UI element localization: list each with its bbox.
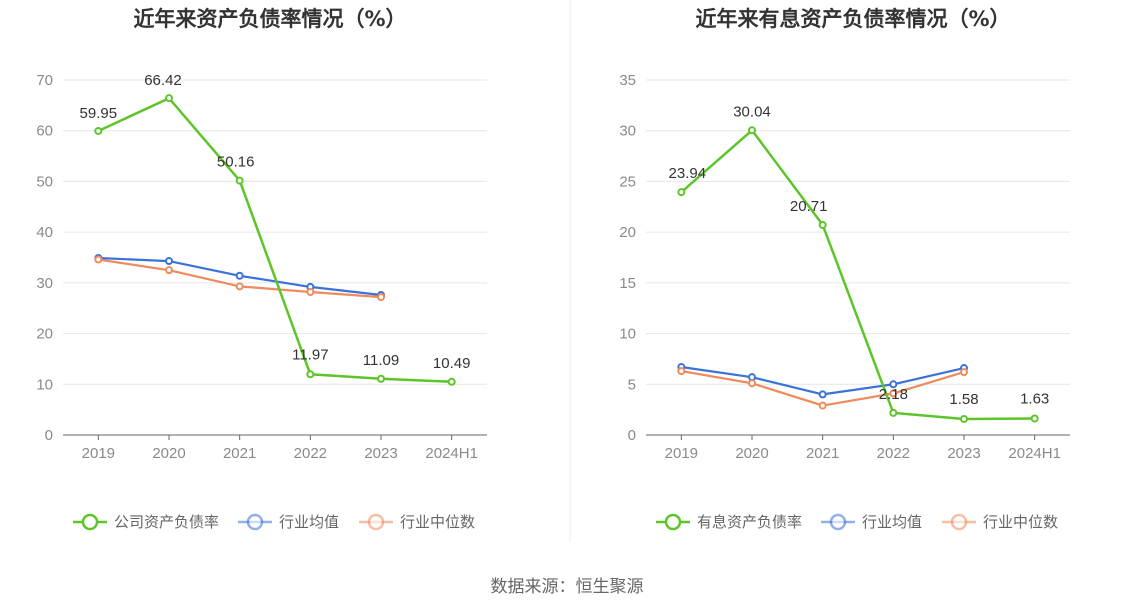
data-label: 11.09 (363, 352, 399, 369)
legend-marker (81, 513, 99, 531)
data-label: 11.97 (292, 346, 328, 363)
data-point-company (94, 126, 103, 135)
data-point-median (960, 368, 968, 377)
x-tick-label: 2020 (735, 445, 768, 462)
data-point-company (235, 176, 244, 185)
data-point-avg (818, 390, 827, 399)
data-point-company (960, 414, 968, 423)
legend-label: 有息资产负债率 (697, 514, 802, 531)
legend-label: 行业中位数 (400, 514, 475, 531)
data-label: 23.94 (669, 165, 707, 182)
x-tick-label: 2024H1 (425, 445, 478, 462)
x-tick-label: 2019 (665, 445, 698, 462)
data-point-median (748, 379, 756, 388)
x-tick-label: 2022 (877, 445, 910, 462)
data-label: 10.49 (433, 355, 471, 372)
data-point-median (306, 287, 315, 296)
data-label: 1.58 (949, 391, 978, 408)
debt-ratio-chart: 近年来资产负债率情况（%） 0 10 20 30 40 50 60 70 2019 2020 2021… (36, 7, 487, 531)
y-tick-label: 0 (45, 427, 53, 444)
y-tick-label: 30 (36, 275, 53, 292)
y-tick-label: 30 (619, 123, 636, 140)
legend-item-company: 有息资产负债率 (656, 513, 802, 531)
series-line-median (681, 370, 965, 407)
data-label: 66.42 (144, 72, 182, 89)
chart-title: 近年来有息资产负债率情况（%） (695, 7, 1010, 31)
legend-label: 行业均值 (279, 514, 339, 531)
data-point-median (94, 255, 103, 264)
data-point-median (377, 293, 385, 302)
interest-debt-ratio-chart: 近年来有息资产负债率情况（%） 0 5 10 15 20 25 30 35 2019 2020 202… (619, 7, 1070, 531)
data-label: 1.63 (1020, 390, 1049, 407)
data-point-company (818, 220, 827, 229)
series-line-company (97, 96, 452, 384)
y-tick-label: 5 (628, 376, 636, 393)
legend-item-company: 公司资产负债率 (73, 513, 219, 531)
legend-item-median: 行业中位数 (942, 513, 1058, 531)
data-point-median (677, 367, 686, 376)
data-point-median (165, 266, 173, 275)
data-point-company (677, 188, 686, 197)
legend-item-median: 行业中位数 (359, 513, 475, 531)
y-tick-label: 25 (619, 173, 636, 190)
data-label: 59.95 (80, 105, 118, 122)
data-point-avg (235, 271, 244, 280)
data-point-company (377, 374, 385, 383)
data-point-company (748, 126, 756, 135)
data-point-company (1030, 414, 1039, 423)
y-tick-label: 20 (36, 326, 53, 343)
y-tick-label: 40 (36, 224, 53, 241)
data-point-avg (889, 380, 898, 389)
legend-marker (829, 513, 847, 531)
y-tick-label: 10 (36, 376, 53, 393)
data-label: 50.16 (217, 154, 255, 171)
legend-label: 行业中位数 (983, 514, 1058, 531)
x-tick-label: 2024H1 (1008, 445, 1061, 462)
y-tick-label: 20 (619, 224, 636, 241)
x-tick-label: 2019 (82, 445, 115, 462)
legend-label: 行业均值 (862, 514, 922, 531)
data-label: 2.18 (879, 386, 908, 403)
x-tick-label: 2021 (806, 445, 839, 462)
y-tick-label: 70 (36, 72, 53, 89)
legend-marker (367, 513, 385, 531)
data-point-company (165, 94, 173, 103)
chart-title: 近年来资产负债率情况（%） (133, 7, 406, 31)
data-point-median (818, 401, 827, 410)
x-tick-label: 2020 (152, 445, 185, 462)
y-tick-label: 10 (619, 326, 636, 343)
data-point-company (447, 377, 456, 386)
x-tick-label: 2023 (947, 445, 980, 462)
y-tick-label: 35 (619, 72, 636, 89)
y-tick-label: 50 (36, 173, 53, 190)
legend-label: 公司资产负债率 (114, 514, 219, 531)
y-tick-label: 60 (36, 123, 53, 140)
x-tick-label: 2023 (364, 445, 397, 462)
y-tick-label: 0 (628, 427, 636, 444)
series-line-avg (681, 365, 965, 396)
data-point-company (306, 370, 315, 379)
legend-marker (950, 513, 968, 531)
legend-marker (664, 513, 682, 531)
legend-marker (246, 513, 264, 531)
source-text: 数据来源：恒生聚源 (491, 577, 644, 596)
data-point-company (889, 408, 898, 417)
x-tick-label: 2021 (223, 445, 256, 462)
series-line-company (680, 129, 1035, 421)
data-label: 30.04 (733, 103, 771, 120)
legend-item-avg: 行业均值 (821, 513, 922, 531)
y-tick-label: 15 (619, 275, 636, 292)
legend-item-avg: 行业均值 (238, 513, 339, 531)
data-point-median (235, 282, 244, 291)
data-label: 20.71 (790, 198, 828, 215)
data-point-median (889, 389, 898, 398)
data-point-avg (165, 257, 173, 266)
x-tick-label: 2022 (294, 445, 327, 462)
